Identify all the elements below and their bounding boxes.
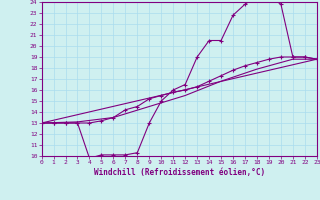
X-axis label: Windchill (Refroidissement éolien,°C): Windchill (Refroidissement éolien,°C)	[94, 168, 265, 177]
